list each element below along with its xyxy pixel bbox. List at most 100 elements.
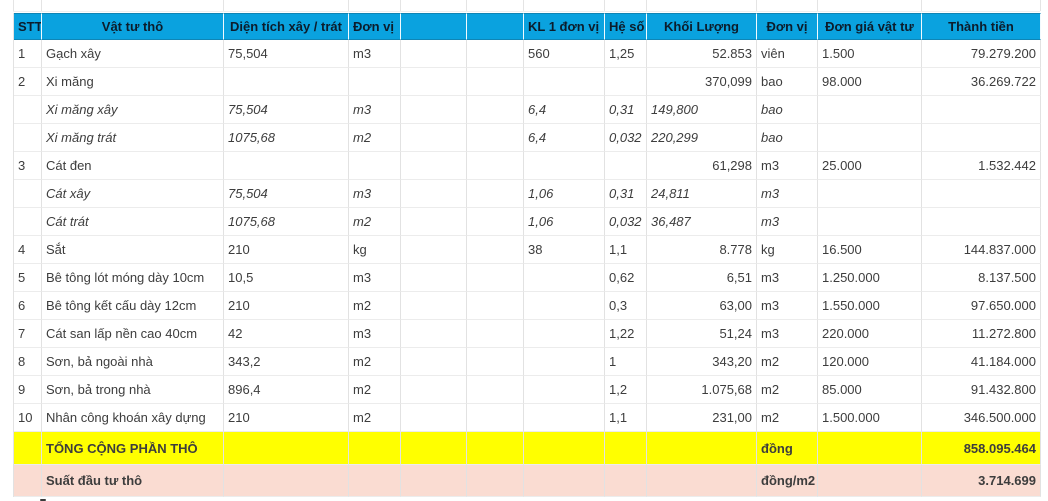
table-cell[interactable]: 0,3 [605, 292, 647, 320]
table-cell[interactable]: 75,504 [224, 180, 349, 208]
table-cell[interactable]: Xi măng xây [42, 96, 224, 124]
table-cell[interactable]: 63,00 [647, 292, 757, 320]
table-cell[interactable]: m2 [757, 376, 818, 404]
table-cell[interactable]: 75,504 [224, 96, 349, 124]
table-cell[interactable] [401, 152, 467, 180]
table-cell[interactable] [922, 124, 1041, 152]
table-cell[interactable]: m3 [349, 40, 401, 68]
table-cell[interactable]: 6,51 [647, 264, 757, 292]
table-cell[interactable] [401, 404, 467, 432]
table-cell[interactable]: 1 [605, 348, 647, 376]
table-cell[interactable]: 210 [224, 404, 349, 432]
table-cell[interactable] [14, 180, 42, 208]
table-cell[interactable]: viên [757, 40, 818, 68]
table-cell[interactable]: 91.432.800 [922, 376, 1041, 404]
table-cell[interactable]: 220,299 [647, 124, 757, 152]
table-cell[interactable]: Xi măng [42, 68, 224, 96]
table-cell[interactable]: 7 [14, 320, 42, 348]
table-cell[interactable] [224, 68, 349, 96]
table-cell[interactable] [524, 404, 605, 432]
table-cell[interactable] [467, 96, 524, 124]
table-cell[interactable]: m2 [349, 376, 401, 404]
table-cell[interactable] [401, 292, 467, 320]
table-cell[interactable]: m2 [349, 404, 401, 432]
table-cell[interactable]: 0,31 [605, 180, 647, 208]
header-cell[interactable] [467, 13, 524, 40]
total-row-cell[interactable] [14, 432, 42, 465]
table-cell[interactable] [467, 320, 524, 348]
header-cell[interactable]: Thành tiền [922, 13, 1041, 40]
total-row-cell[interactable]: 858.095.464 [922, 432, 1041, 465]
table-cell[interactable]: 1,1 [605, 236, 647, 264]
table-cell[interactable] [467, 404, 524, 432]
table-cell[interactable]: 1075,68 [224, 208, 349, 236]
table-cell[interactable]: Cát xây [42, 180, 224, 208]
table-cell[interactable] [401, 68, 467, 96]
header-cell[interactable]: Đơn vị [349, 13, 401, 40]
table-cell[interactable]: 36.269.722 [922, 68, 1041, 96]
table-cell[interactable] [524, 152, 605, 180]
table-cell[interactable]: 346.500.000 [922, 404, 1041, 432]
per-m2-row-cell[interactable] [401, 465, 467, 497]
table-cell[interactable]: m3 [349, 320, 401, 348]
table-cell[interactable] [524, 320, 605, 348]
table-cell[interactable]: 75,504 [224, 40, 349, 68]
table-cell[interactable]: 98.000 [818, 68, 922, 96]
table-cell[interactable]: Sắt [42, 236, 224, 264]
table-cell[interactable]: Sơn, bả ngoài nhà [42, 348, 224, 376]
per-m2-row-cell[interactable] [647, 465, 757, 497]
table-cell[interactable] [401, 180, 467, 208]
header-cell[interactable]: STT [14, 13, 42, 40]
table-cell[interactable]: 560 [524, 40, 605, 68]
table-cell[interactable]: 0,62 [605, 264, 647, 292]
table-cell[interactable] [401, 208, 467, 236]
table-cell[interactable]: 38 [524, 236, 605, 264]
table-cell[interactable]: 144.837.000 [922, 236, 1041, 264]
table-cell[interactable]: 1.532.442 [922, 152, 1041, 180]
table-cell[interactable]: 16.500 [818, 236, 922, 264]
table-cell[interactable] [524, 292, 605, 320]
table-cell[interactable] [14, 124, 42, 152]
table-cell[interactable] [467, 208, 524, 236]
table-cell[interactable]: 0,31 [605, 96, 647, 124]
total-row-cell[interactable] [647, 432, 757, 465]
table-cell[interactable] [524, 376, 605, 404]
table-cell[interactable]: 42 [224, 320, 349, 348]
header-cell[interactable]: Hệ số [605, 13, 647, 40]
table-cell[interactable]: 85.000 [818, 376, 922, 404]
table-cell[interactable]: 1,06 [524, 208, 605, 236]
table-cell[interactable] [401, 264, 467, 292]
per-m2-row-cell[interactable] [224, 465, 349, 497]
table-cell[interactable]: 1.550.000 [818, 292, 922, 320]
table-cell[interactable] [224, 152, 349, 180]
table-cell[interactable]: 8.778 [647, 236, 757, 264]
per-m2-row-cell[interactable] [467, 465, 524, 497]
table-cell[interactable] [524, 348, 605, 376]
per-m2-row-cell[interactable]: đồng/m2 [757, 465, 818, 497]
table-cell[interactable]: Cát trát [42, 208, 224, 236]
total-row-cell[interactable] [818, 432, 922, 465]
total-row-cell[interactable] [605, 432, 647, 465]
table-cell[interactable]: 1.500 [818, 40, 922, 68]
table-cell[interactable]: m3 [757, 180, 818, 208]
per-m2-row-cell[interactable] [818, 465, 922, 497]
total-row-cell[interactable] [467, 432, 524, 465]
table-cell[interactable] [922, 180, 1041, 208]
table-cell[interactable]: 36,487 [647, 208, 757, 236]
table-cell[interactable]: Cát đen [42, 152, 224, 180]
table-cell[interactable] [467, 348, 524, 376]
table-cell[interactable]: 97.650.000 [922, 292, 1041, 320]
table-cell[interactable] [14, 208, 42, 236]
table-cell[interactable] [401, 236, 467, 264]
table-cell[interactable] [922, 96, 1041, 124]
table-cell[interactable]: 1.075,68 [647, 376, 757, 404]
table-cell[interactable]: 3 [14, 152, 42, 180]
table-cell[interactable]: 210 [224, 292, 349, 320]
table-cell[interactable] [349, 68, 401, 96]
table-cell[interactable] [401, 348, 467, 376]
table-cell[interactable]: 343,2 [224, 348, 349, 376]
total-row-cell[interactable] [349, 432, 401, 465]
header-cell[interactable]: Khối Lượng [647, 13, 757, 40]
table-cell[interactable]: 8 [14, 348, 42, 376]
table-cell[interactable]: 1,06 [524, 180, 605, 208]
